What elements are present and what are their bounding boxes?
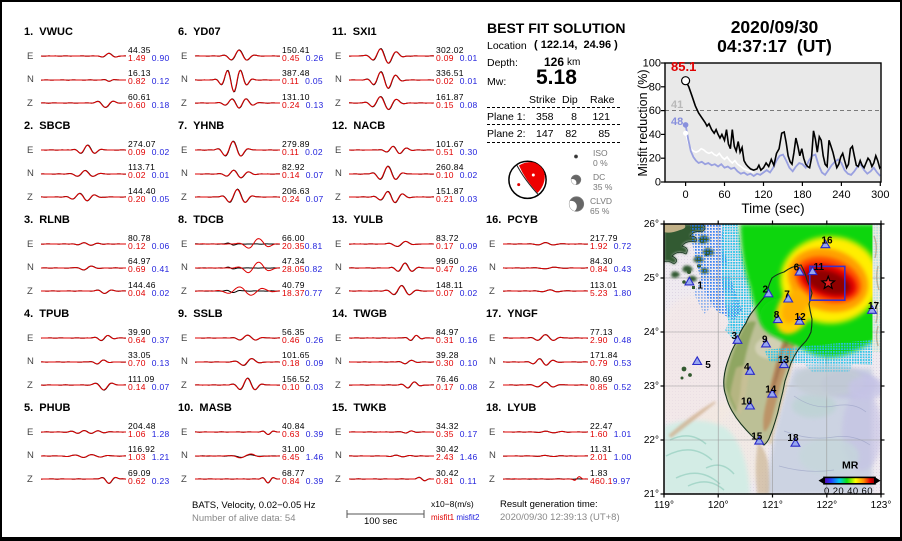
svg-text:10: 10 xyxy=(741,397,753,408)
svg-text:300: 300 xyxy=(871,189,889,201)
svg-text:0 20 40 60: 0 20 40 60 xyxy=(824,486,873,497)
svg-text:120: 120 xyxy=(754,189,772,201)
svg-text:14: 14 xyxy=(765,385,777,396)
svg-text:123°: 123° xyxy=(871,500,892,511)
svg-text:41: 41 xyxy=(671,99,683,111)
svg-text:5: 5 xyxy=(705,360,711,371)
svg-text:40: 40 xyxy=(649,129,661,141)
svg-text:2: 2 xyxy=(763,284,769,295)
svg-text:119°: 119° xyxy=(654,500,674,511)
svg-text:0: 0 xyxy=(655,177,661,189)
svg-text:20: 20 xyxy=(649,153,661,165)
svg-text:60: 60 xyxy=(649,105,661,117)
svg-text:26°: 26° xyxy=(644,219,659,230)
svg-text:8: 8 xyxy=(774,310,780,321)
svg-text:17: 17 xyxy=(868,301,880,312)
svg-text:1: 1 xyxy=(697,281,703,292)
svg-text:9: 9 xyxy=(762,335,768,346)
svg-text:3: 3 xyxy=(732,331,738,342)
svg-text:240: 240 xyxy=(832,189,850,201)
svg-text:25°: 25° xyxy=(644,273,659,284)
svg-text:7: 7 xyxy=(784,290,790,301)
svg-text:23°: 23° xyxy=(644,381,659,392)
svg-text:6: 6 xyxy=(794,263,800,274)
svg-text:16: 16 xyxy=(821,235,833,246)
svg-text:MR: MR xyxy=(842,460,859,472)
svg-text:22°: 22° xyxy=(644,435,659,446)
svg-text:0: 0 xyxy=(683,189,689,201)
svg-text:122°: 122° xyxy=(816,500,837,511)
svg-text:24°: 24° xyxy=(644,327,659,338)
svg-text:12: 12 xyxy=(795,312,807,323)
svg-text:121°: 121° xyxy=(762,500,783,511)
svg-text:15: 15 xyxy=(751,432,763,443)
svg-text:Misfit reduction (%): Misfit reduction (%) xyxy=(636,70,650,177)
svg-text:180: 180 xyxy=(793,189,811,201)
svg-text:4: 4 xyxy=(744,362,750,373)
svg-text:18: 18 xyxy=(787,433,799,444)
svg-text:48: 48 xyxy=(671,116,683,128)
svg-text:120°: 120° xyxy=(708,500,729,511)
svg-text:60: 60 xyxy=(718,189,730,201)
svg-text:13: 13 xyxy=(778,355,790,366)
svg-text:Time (sec): Time (sec) xyxy=(741,201,804,216)
svg-text:11: 11 xyxy=(814,262,825,273)
svg-text:100: 100 xyxy=(643,58,661,70)
svg-text:85.1: 85.1 xyxy=(671,59,696,74)
svg-text:21°: 21° xyxy=(644,489,659,500)
svg-text:80: 80 xyxy=(649,81,661,93)
